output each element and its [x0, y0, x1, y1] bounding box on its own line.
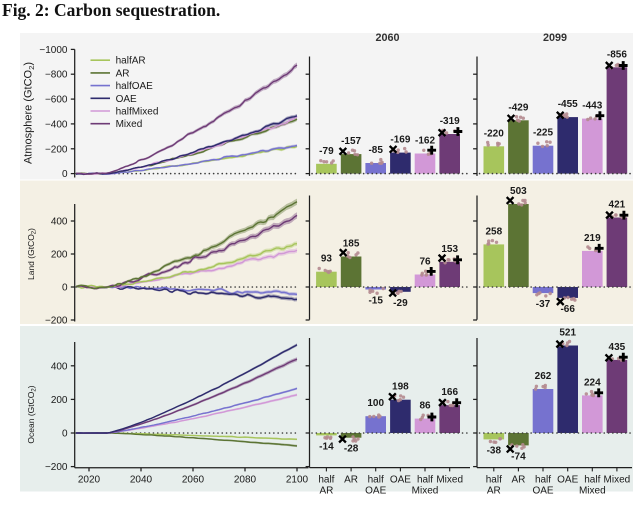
svg-text:OAE: OAE: [390, 475, 411, 486]
svg-text:Mixed: Mixed: [604, 475, 631, 486]
svg-text:219: 219: [584, 233, 601, 244]
svg-text:-455: -455: [558, 99, 578, 110]
svg-text:0: 0: [62, 283, 68, 294]
svg-text:Mixed: Mixed: [579, 486, 606, 497]
svg-text:−200: −200: [45, 316, 68, 327]
svg-text:-29: -29: [393, 298, 408, 309]
svg-text:half: half: [486, 475, 502, 486]
svg-text:-220: -220: [484, 128, 504, 139]
svg-text:Mixed: Mixed: [436, 475, 463, 486]
svg-text:503: 503: [510, 186, 527, 197]
svg-text:half: half: [368, 475, 384, 486]
svg-text:-429: -429: [508, 102, 528, 113]
svg-text:2020: 2020: [78, 474, 101, 485]
svg-text:halfMixed: halfMixed: [116, 107, 159, 118]
svg-text:400: 400: [51, 361, 68, 372]
svg-text:-319: -319: [440, 116, 460, 127]
svg-text:-169: -169: [390, 135, 410, 146]
svg-text:0: 0: [62, 169, 68, 180]
svg-text:Ocean (GtCO2): Ocean (GtCO2): [26, 385, 38, 443]
svg-text:-225: -225: [533, 128, 553, 139]
svg-text:−200: −200: [45, 462, 68, 473]
svg-text:421: 421: [609, 200, 626, 211]
svg-text:-85: -85: [368, 145, 383, 156]
svg-text:half: half: [417, 475, 433, 486]
svg-text:200: 200: [51, 395, 68, 406]
svg-text:OAE: OAE: [365, 486, 386, 497]
svg-text:93: 93: [321, 254, 333, 265]
svg-text:2100: 2100: [286, 474, 309, 485]
svg-text:halfOAE: halfOAE: [116, 81, 154, 92]
svg-text:400: 400: [51, 217, 68, 228]
svg-text:185: 185: [343, 239, 360, 250]
svg-text:Mixed: Mixed: [412, 486, 439, 497]
svg-text:Mixed: Mixed: [116, 119, 143, 130]
svg-text:2060: 2060: [182, 474, 205, 485]
svg-text:200: 200: [51, 250, 68, 261]
svg-text:258: 258: [485, 226, 502, 237]
svg-text:521: 521: [559, 328, 576, 339]
svg-text:-38: -38: [487, 445, 502, 456]
svg-text:OAE: OAE: [116, 94, 137, 105]
svg-text:2080: 2080: [234, 474, 257, 485]
svg-text:half: half: [535, 475, 551, 486]
svg-text:166: 166: [441, 387, 458, 398]
svg-text:-74: -74: [511, 451, 526, 462]
svg-text:−600: −600: [45, 95, 68, 106]
svg-text:-79: -79: [319, 146, 334, 157]
svg-text:435: 435: [609, 342, 626, 353]
svg-text:2040: 2040: [130, 474, 153, 485]
svg-text:0: 0: [62, 429, 68, 440]
svg-text:-15: -15: [368, 296, 383, 307]
svg-text:AR: AR: [319, 486, 333, 497]
svg-text:AR: AR: [511, 475, 525, 486]
svg-text:Atmosphere (GtCO2): Atmosphere (GtCO2): [23, 62, 36, 164]
svg-text:-443: -443: [582, 101, 602, 112]
svg-text:2060: 2060: [375, 32, 399, 44]
svg-text:2099: 2099: [543, 32, 567, 44]
svg-text:-37: -37: [536, 299, 551, 310]
svg-text:100: 100: [367, 398, 384, 409]
svg-text:AR: AR: [344, 475, 358, 486]
svg-text:76: 76: [419, 257, 431, 268]
svg-text:198: 198: [392, 382, 409, 393]
svg-text:262: 262: [535, 371, 552, 382]
svg-text:−1000: −1000: [39, 45, 68, 56]
svg-text:OAE: OAE: [532, 486, 553, 497]
svg-text:153: 153: [441, 244, 458, 255]
svg-text:-66: -66: [560, 304, 575, 315]
svg-text:Land (GtCO2): Land (GtCO2): [26, 228, 38, 280]
svg-text:OAE: OAE: [557, 475, 578, 486]
svg-text:AR: AR: [487, 486, 501, 497]
svg-text:half: half: [584, 475, 600, 486]
svg-text:-28: -28: [344, 444, 359, 455]
svg-text:86: 86: [419, 401, 431, 412]
svg-text:−400: −400: [45, 119, 68, 130]
svg-text:half: half: [318, 475, 334, 486]
svg-text:-856: -856: [607, 49, 627, 60]
svg-text:−800: −800: [45, 70, 68, 81]
svg-text:-14: -14: [319, 441, 334, 452]
svg-text:AR: AR: [116, 68, 130, 79]
svg-text:−200: −200: [45, 144, 68, 155]
svg-text:-157: -157: [341, 136, 361, 147]
svg-text:-162: -162: [415, 136, 435, 147]
svg-text:Fig. 2: Carbon sequestration.: Fig. 2: Carbon sequestration.: [2, 0, 220, 20]
svg-text:224: 224: [584, 377, 601, 388]
svg-text:halfAR: halfAR: [116, 56, 146, 67]
